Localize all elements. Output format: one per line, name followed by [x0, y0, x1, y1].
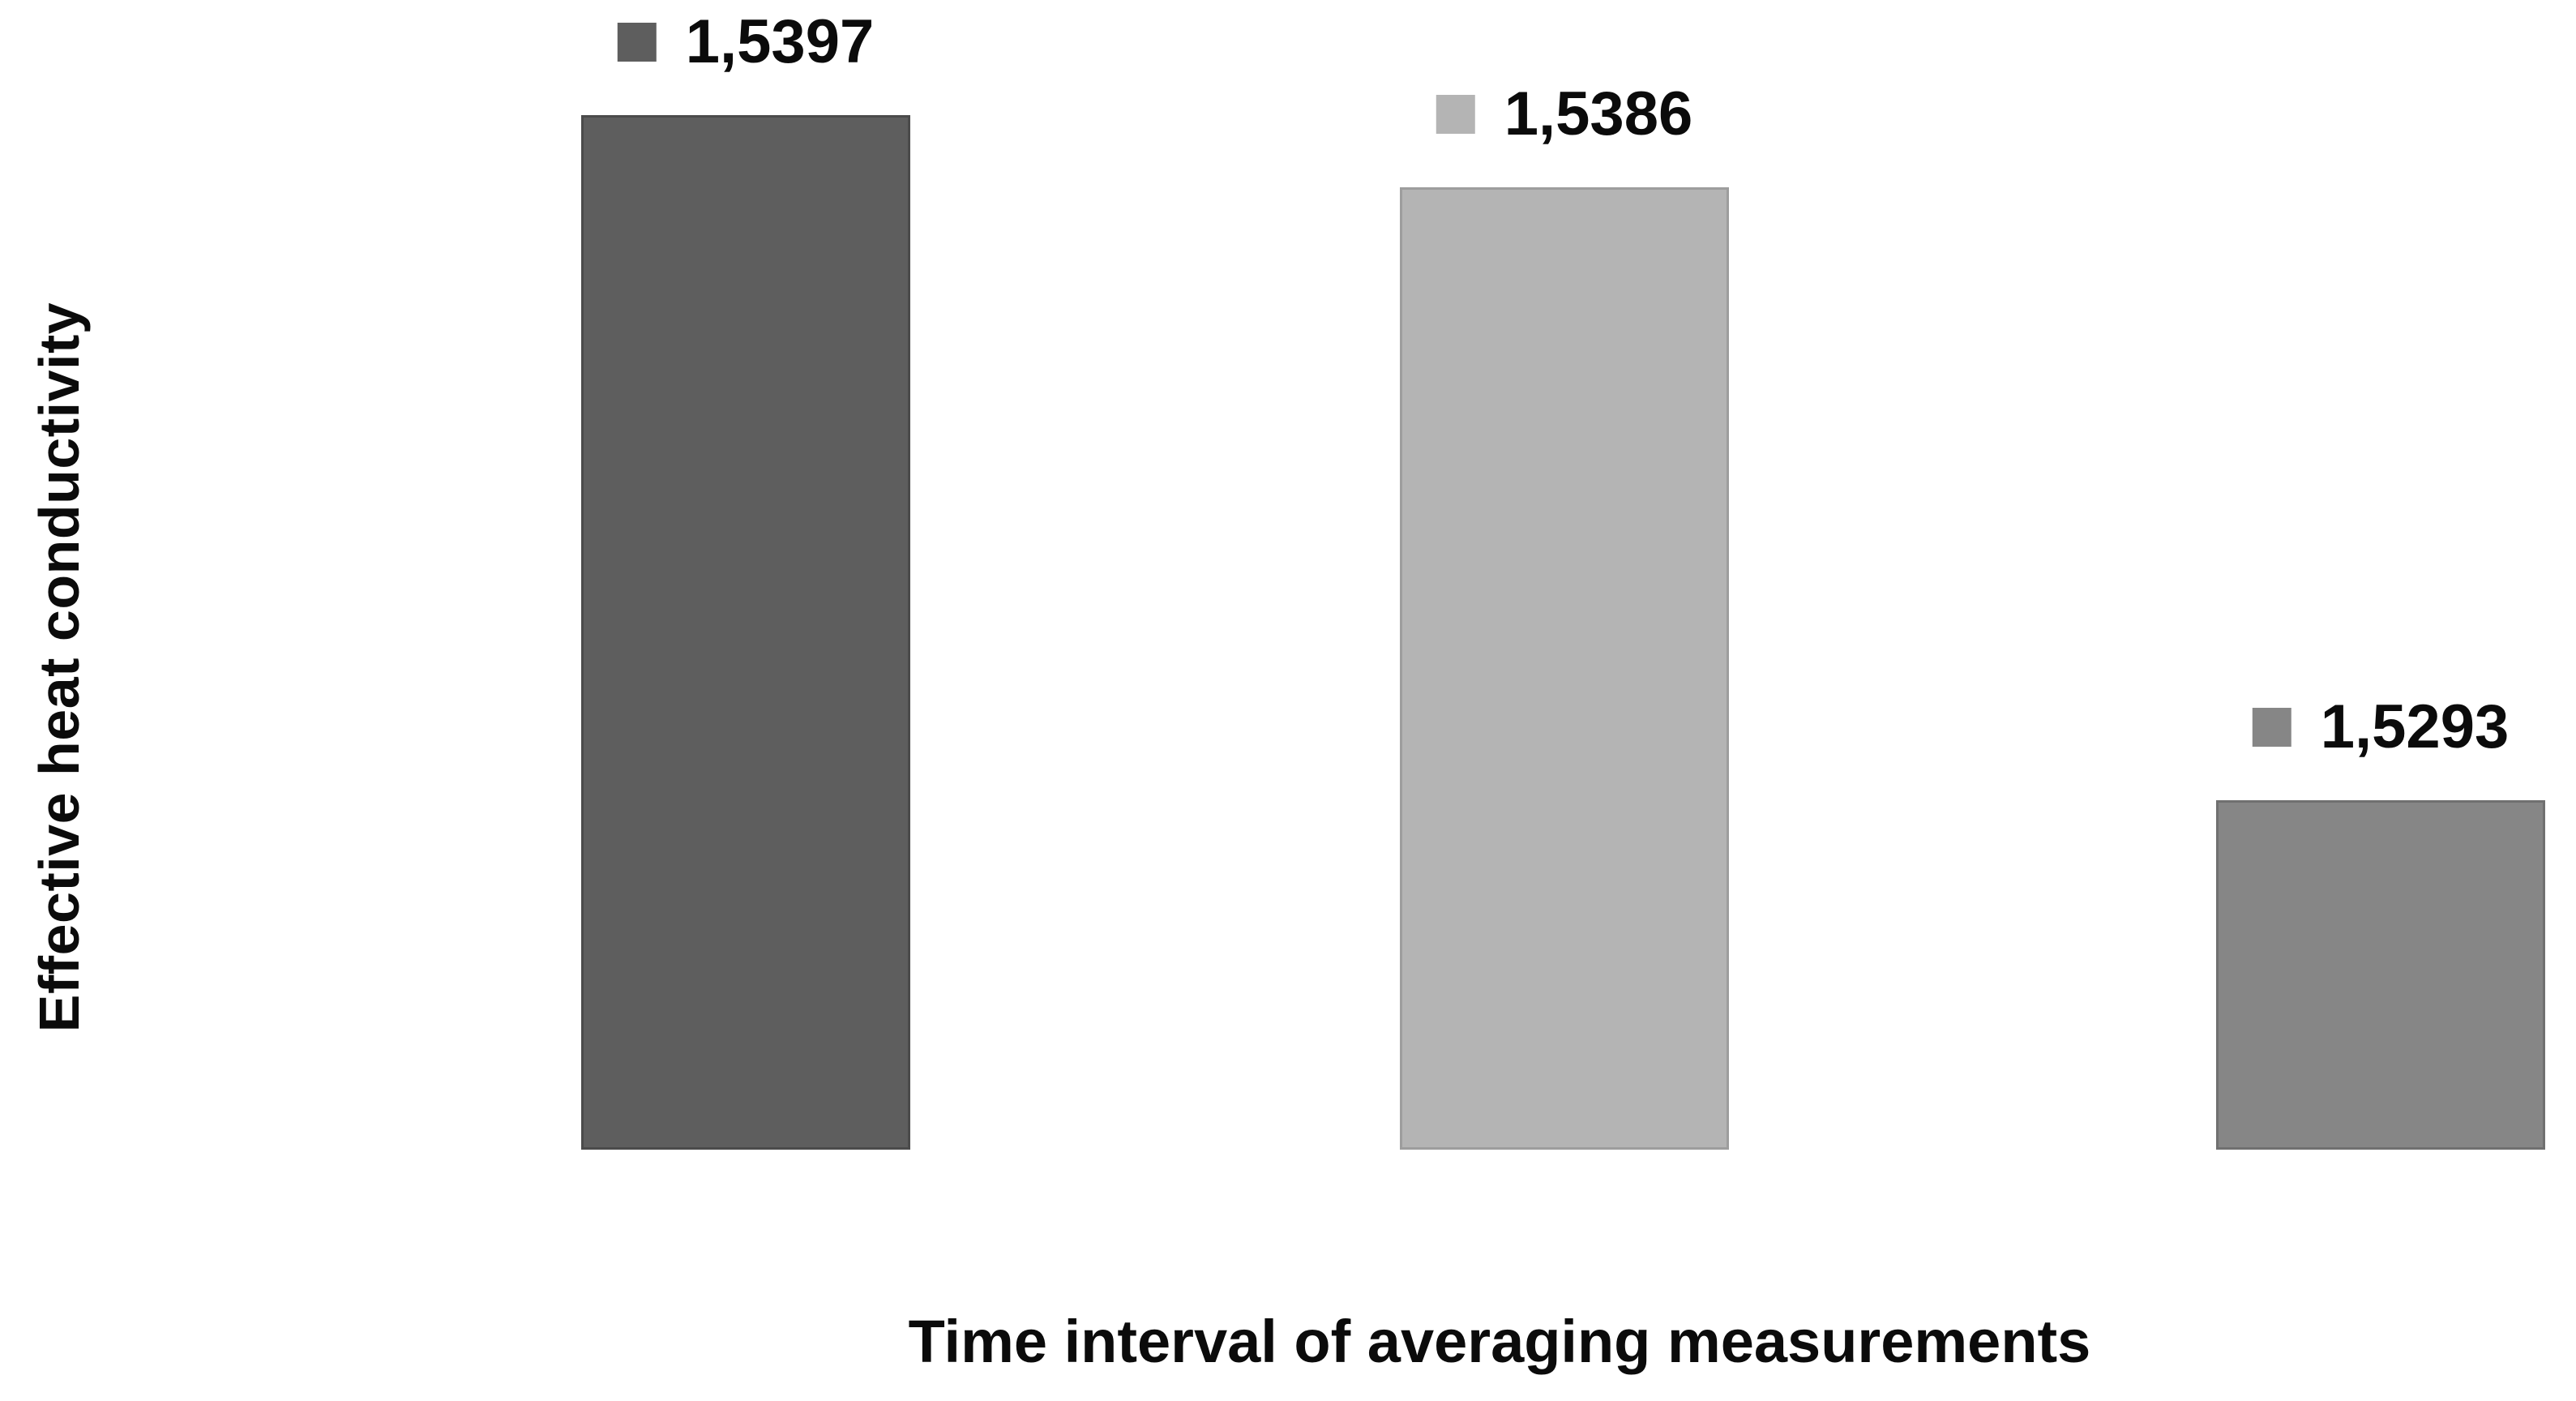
- data-label-value: 1,5397: [685, 7, 875, 76]
- data-label-3: 1,5293: [2252, 692, 2510, 761]
- data-label-2: 1,5386: [1436, 84, 1692, 145]
- bar-series-2: [1400, 187, 1729, 1150]
- legend-key-icon: [2252, 708, 2291, 747]
- data-label-value: 1,5386: [1504, 79, 1693, 148]
- legend-key-icon: [1436, 95, 1475, 134]
- legend-key-icon: [617, 23, 657, 62]
- data-label-1: 1,5397: [617, 7, 875, 76]
- bar-series-3: [2216, 800, 2545, 1150]
- x-axis-title: Time interval of averaging measurements: [908, 1308, 2091, 1375]
- data-label-value: 1,5293: [2320, 692, 2510, 761]
- bar-series-1: [581, 115, 910, 1150]
